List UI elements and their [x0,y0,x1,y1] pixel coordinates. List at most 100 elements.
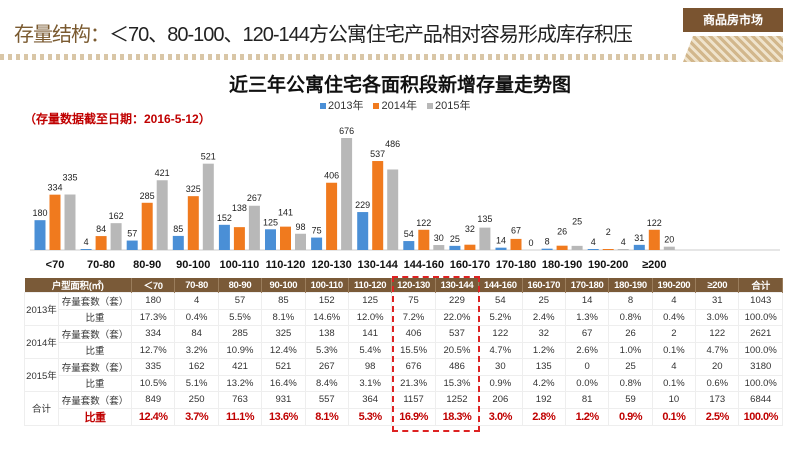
bar [280,226,291,250]
bar [295,233,306,250]
table-cell: 335 [131,358,176,376]
title-prefix: 存量结构： [14,24,110,46]
table-cell: 16.9% [391,407,436,426]
table-cell: 12.4% [261,341,306,359]
bar [265,229,276,250]
table-cell: 17.3% [131,308,176,326]
bar [357,212,369,250]
table-cell: 0.8% [608,308,653,326]
data-label: 180 [32,208,47,218]
legend-item: 2013年 [320,97,363,113]
table-cell: 81 [564,391,610,409]
bar [172,235,184,250]
table-cell: 31 [695,292,740,310]
table-cell: 6844 [738,391,783,409]
data-label: 122 [416,218,431,228]
chart-title: 近三年公寓住宅各面积段新增存量走势图 [228,75,571,96]
category-label: 80-90 [133,259,161,271]
bar [418,229,430,250]
bar [141,202,153,250]
table-cell: 5.2% [478,308,523,326]
bar-chart: 180334335<7048416270-805728542180-908532… [30,126,780,271]
table-cell: 8.1% [304,407,349,426]
table-cell: 4.7% [478,341,523,359]
row-label: 存量套数（套） [57,391,133,409]
table-cell: 2.8% [521,407,566,426]
bar [248,205,260,250]
bar [218,224,230,250]
category-label: 110-120 [266,259,306,271]
data-label: 138 [232,203,247,213]
bar [126,240,138,250]
row-label: 比重 [57,308,133,326]
category-label: 130-144 [358,259,399,271]
table-cell: 0.9% [608,407,653,426]
bar [326,182,338,250]
row-label: 存量套数（套） [57,292,133,310]
table-cell: 14 [564,292,610,310]
bar [187,196,199,250]
category-label: 170-180 [496,259,536,271]
legend-swatch [373,103,380,110]
table-cell: 3180 [738,358,783,376]
bar [617,249,629,250]
category-label: 90-100 [176,259,210,271]
data-date-note: （存量数据截至日期：2016-5-12） [24,112,211,126]
table-cell: 0.4% [651,308,697,326]
bar [510,238,522,250]
table-cell: 57 [217,292,263,310]
table-cell: 4.2% [521,374,566,392]
table-row: 比重 12.4% 3.7% 11.1% 13.6% 8.1% 5.3% 16.9% 18.3% 3… [25,407,783,426]
table-cell: 5.3% [304,341,349,359]
table-cell: 8 [608,292,653,310]
table-cell: 2621 [738,325,783,343]
table-cell: 10.9% [217,341,263,359]
data-label: 486 [385,139,400,149]
table-cell: 325 [261,325,306,343]
bar [311,237,323,250]
table-cell: 11.1% [217,407,263,426]
bar [479,227,491,250]
legend-label: 2014年 [381,100,417,112]
table-cell: 3.2% [174,341,219,359]
slide-title: 存量结构：＜70、80-100、120-144方公寓住宅产品相对容易形成库存积压 [14,18,674,47]
bar [110,223,122,250]
year-label: 合计 [24,391,59,426]
bar [495,247,507,250]
table-cell: 122 [478,325,523,343]
data-label: 267 [247,193,262,203]
table-cell: 14.6% [304,308,349,326]
table-row: 合计 存量套数（套） 849 250 763 931 557 364 1157 1252 206 19… [24,391,783,426]
highlight-dashed-box [392,276,480,432]
data-label: 334 [47,183,62,193]
year-label: 2014年 [24,325,59,359]
table-cell: 5.1% [174,374,219,392]
column-header: 190-200 [652,278,697,293]
row-label: 存量套数（套） [57,325,133,343]
data-label: 135 [477,214,492,224]
table-cell: 521 [261,358,306,376]
table-cell: 12.4% [131,407,176,426]
table-cell: 0.6% [695,374,740,392]
table-cell: 13.6% [261,407,306,426]
data-label: 141 [278,207,293,217]
table-row: 2015年 存量套数（套） 335 162 421 521 267 98 676 486 30 135… [24,358,783,392]
table-cell: 4 [651,292,697,310]
table-cell: 0.9% [478,374,523,392]
row-label: 存量套数（套） [57,358,133,376]
bar [648,229,660,250]
table-cell: 84 [174,325,219,343]
table-cell: 1.2% [521,341,566,359]
table-cell: 152 [304,292,349,310]
bar [633,244,645,250]
data-label: 14 [496,236,506,246]
bar [541,248,553,250]
bar [449,245,461,250]
table-cell: 8.1% [261,308,306,326]
data-label: 4 [84,237,89,247]
bar [433,245,445,250]
bar [602,249,614,250]
table-cell: 10.5% [131,374,176,392]
table-cell: 421 [217,358,263,376]
table-cell: 1.2% [564,407,610,426]
